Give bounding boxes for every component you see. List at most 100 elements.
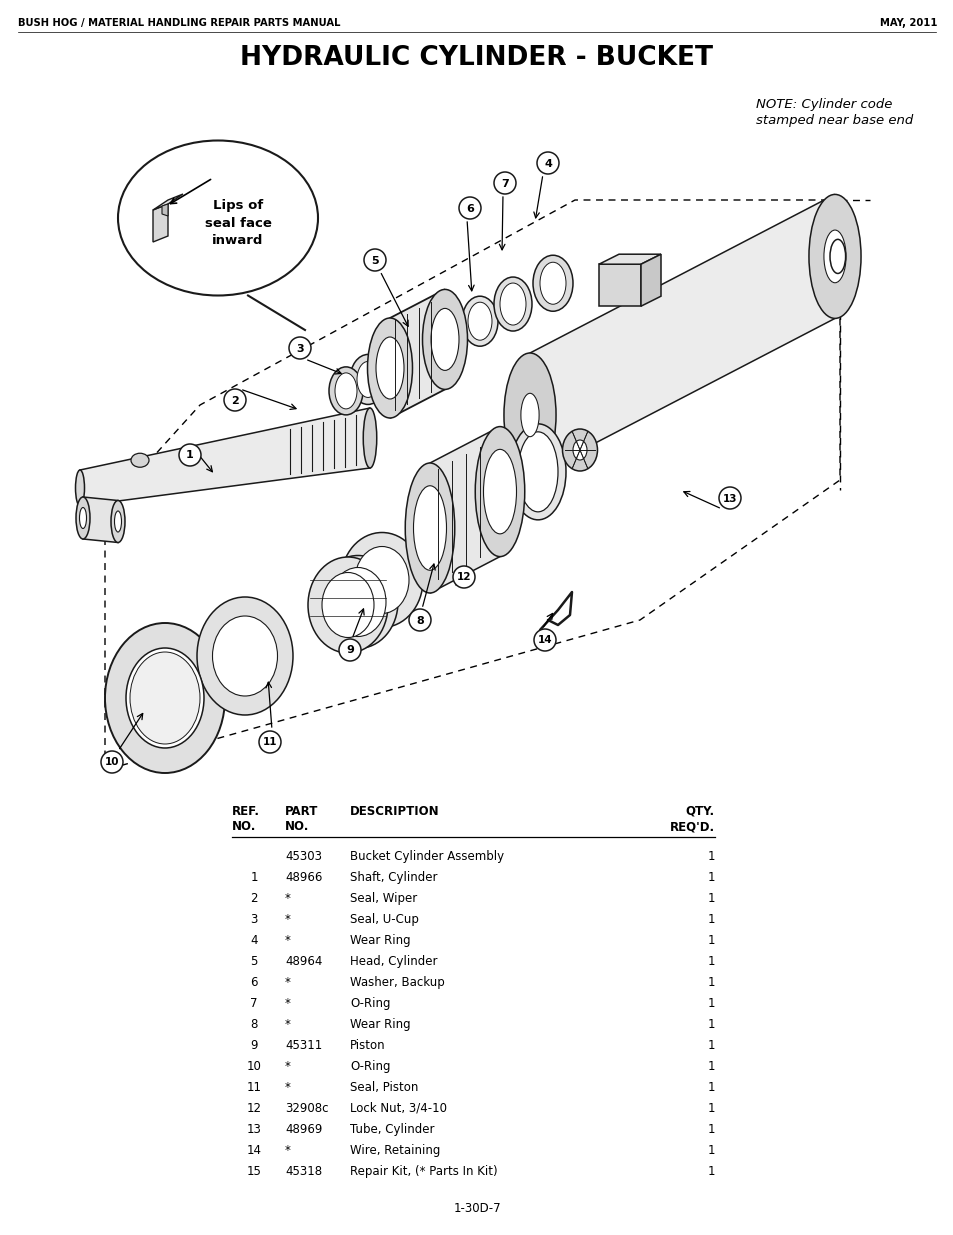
Circle shape <box>458 198 480 219</box>
Text: 12: 12 <box>246 1102 261 1115</box>
Text: 5: 5 <box>250 955 257 968</box>
Text: 10: 10 <box>246 1060 261 1073</box>
Ellipse shape <box>340 532 422 627</box>
Text: 1: 1 <box>707 913 714 926</box>
Ellipse shape <box>79 508 87 529</box>
Text: Seal, Wiper: Seal, Wiper <box>350 892 416 905</box>
Ellipse shape <box>308 557 388 653</box>
Text: Seal, Piston: Seal, Piston <box>350 1081 418 1094</box>
Text: 1: 1 <box>250 871 257 884</box>
Text: 4: 4 <box>250 934 257 947</box>
Polygon shape <box>162 204 168 216</box>
Text: 1: 1 <box>707 997 714 1010</box>
Ellipse shape <box>510 424 565 520</box>
Text: 6: 6 <box>250 976 257 989</box>
Circle shape <box>537 152 558 174</box>
Circle shape <box>258 731 281 753</box>
Text: 1: 1 <box>707 1081 714 1094</box>
Text: Lock Nut, 3/4-10: Lock Nut, 3/4-10 <box>350 1102 447 1115</box>
Ellipse shape <box>503 353 556 477</box>
Ellipse shape <box>494 277 532 331</box>
Text: 1: 1 <box>707 1144 714 1157</box>
Text: *: * <box>285 934 291 947</box>
Ellipse shape <box>520 393 538 437</box>
Text: Head, Cylinder: Head, Cylinder <box>350 955 437 968</box>
Text: Wire, Retaining: Wire, Retaining <box>350 1144 440 1157</box>
Text: 8: 8 <box>250 1018 257 1031</box>
Text: Bucket Cylinder Assembly: Bucket Cylinder Assembly <box>350 850 503 863</box>
Ellipse shape <box>317 556 397 648</box>
Text: Wear Ring: Wear Ring <box>350 934 410 947</box>
Text: *: * <box>285 1081 291 1094</box>
Text: 7: 7 <box>250 997 257 1010</box>
Ellipse shape <box>405 463 455 593</box>
Text: O-Ring: O-Ring <box>350 997 390 1010</box>
Text: NOTE: Cylinder code: NOTE: Cylinder code <box>755 98 891 111</box>
Text: 1: 1 <box>707 871 714 884</box>
Circle shape <box>534 629 556 651</box>
Text: 3: 3 <box>295 343 303 353</box>
Text: *: * <box>285 1144 291 1157</box>
Ellipse shape <box>808 194 861 319</box>
Circle shape <box>719 487 740 509</box>
Text: 45303: 45303 <box>285 850 322 863</box>
Ellipse shape <box>475 426 524 557</box>
Text: 11: 11 <box>246 1081 261 1094</box>
Ellipse shape <box>131 453 149 467</box>
Ellipse shape <box>422 289 467 389</box>
Text: 13: 13 <box>722 494 737 504</box>
Text: 1: 1 <box>707 850 714 863</box>
Ellipse shape <box>356 362 378 398</box>
Text: Lips of
seal face
inward: Lips of seal face inward <box>204 200 272 247</box>
Ellipse shape <box>213 616 277 697</box>
Circle shape <box>289 337 311 359</box>
Ellipse shape <box>375 337 403 399</box>
Text: QTY.
REQ'D.: QTY. REQ'D. <box>669 805 714 834</box>
Ellipse shape <box>363 408 376 468</box>
Text: Repair Kit, (* Parts In Kit): Repair Kit, (* Parts In Kit) <box>350 1165 497 1178</box>
Text: 48964: 48964 <box>285 955 322 968</box>
Text: *: * <box>285 976 291 989</box>
Ellipse shape <box>196 597 293 715</box>
Polygon shape <box>598 254 660 264</box>
Text: Wear Ring: Wear Ring <box>350 1018 410 1031</box>
Polygon shape <box>390 289 444 417</box>
Text: 1: 1 <box>707 1102 714 1115</box>
Ellipse shape <box>329 367 363 415</box>
Text: 4: 4 <box>543 158 552 168</box>
Text: Tube, Cylinder: Tube, Cylinder <box>350 1123 434 1136</box>
Text: 45318: 45318 <box>285 1165 322 1178</box>
Text: 1: 1 <box>186 451 193 461</box>
Circle shape <box>338 638 360 661</box>
Text: 13: 13 <box>246 1123 261 1136</box>
Ellipse shape <box>823 230 845 283</box>
Text: Seal, U-Cup: Seal, U-Cup <box>350 913 418 926</box>
Text: *: * <box>285 997 291 1010</box>
Ellipse shape <box>111 500 125 542</box>
Text: 8: 8 <box>416 615 423 625</box>
Ellipse shape <box>355 547 409 614</box>
Ellipse shape <box>76 496 90 538</box>
Text: 3: 3 <box>250 913 257 926</box>
Circle shape <box>224 389 246 411</box>
Text: BUSH HOG / MATERIAL HANDLING REPAIR PARTS MANUAL: BUSH HOG / MATERIAL HANDLING REPAIR PART… <box>18 19 340 28</box>
Text: *: * <box>285 913 291 926</box>
Ellipse shape <box>118 141 317 295</box>
Text: 9: 9 <box>346 646 354 656</box>
Text: 15: 15 <box>246 1165 261 1178</box>
Text: 5: 5 <box>371 256 378 266</box>
Text: 1: 1 <box>707 934 714 947</box>
Circle shape <box>101 751 123 773</box>
Ellipse shape <box>350 354 386 404</box>
Text: 11: 11 <box>262 737 277 747</box>
Text: 10: 10 <box>105 757 119 767</box>
Polygon shape <box>430 426 499 593</box>
Text: REF.
NO.: REF. NO. <box>232 805 260 834</box>
Ellipse shape <box>367 317 412 417</box>
Text: 2: 2 <box>231 395 238 405</box>
Text: 45311: 45311 <box>285 1039 322 1052</box>
Circle shape <box>409 609 431 631</box>
Text: Shaft, Cylinder: Shaft, Cylinder <box>350 871 437 884</box>
Text: *: * <box>285 892 291 905</box>
Text: 7: 7 <box>500 179 508 189</box>
